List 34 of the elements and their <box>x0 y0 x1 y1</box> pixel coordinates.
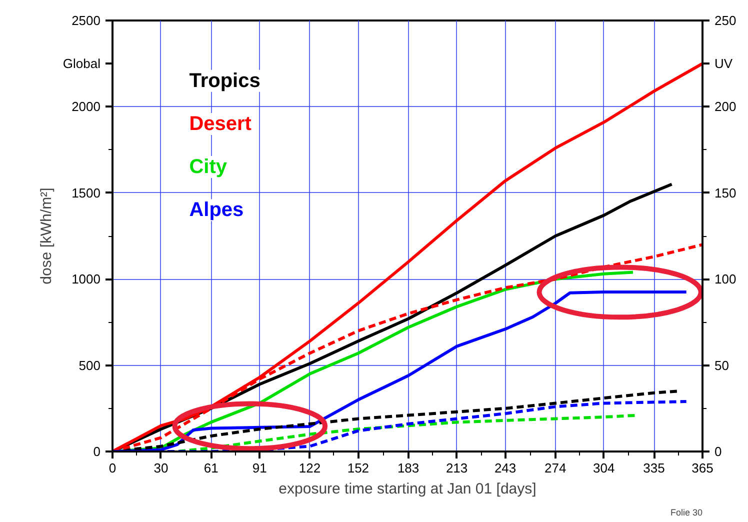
x-tick-label: 365 <box>692 460 714 476</box>
text: Global <box>62 56 101 72</box>
y2-tick-label: 0 <box>714 444 722 459</box>
x-tick-label: 335 <box>643 460 665 476</box>
y-axis-title: dose [kWh/m²] <box>38 188 55 284</box>
x-tick-label: 152 <box>347 460 370 476</box>
text: Folie 30 <box>670 508 703 518</box>
x-tick-label: 243 <box>494 460 516 476</box>
x-tick-label: 122 <box>298 460 321 476</box>
x-tick-label: 61 <box>204 460 218 476</box>
y2-tick-label: 200 <box>714 99 736 114</box>
x-tick-label: 213 <box>446 460 468 476</box>
y-tick-label: 1500 <box>72 185 100 200</box>
y2-tick-label: 100 <box>714 272 736 287</box>
text: Tropics <box>189 70 260 92</box>
x-tick-label: 183 <box>397 460 420 476</box>
x-tick-label: 0 <box>108 460 116 476</box>
y2-tick-label: 50 <box>714 358 729 373</box>
text: Alpes <box>189 199 244 222</box>
text: Desert <box>189 112 252 135</box>
text: City <box>189 156 228 178</box>
y2-tick-label: 150 <box>714 185 736 200</box>
x-tick-label: 274 <box>544 460 566 476</box>
y-tick-label: 2500 <box>72 13 100 28</box>
x-axis-title: exposure time starting at Jan 01 [days] <box>278 480 536 498</box>
x-tick-label: 304 <box>593 460 615 476</box>
y-tick-label: 1000 <box>72 272 100 287</box>
y-tick-label: 2000 <box>72 99 100 114</box>
text: UV <box>714 56 733 72</box>
x-tick-label: 91 <box>252 460 267 476</box>
y-tick-label: 500 <box>78 358 101 373</box>
y-tick-label: 0 <box>93 444 101 459</box>
x-tick-label: 30 <box>154 460 168 476</box>
y2-tick-label: 250 <box>714 13 736 28</box>
